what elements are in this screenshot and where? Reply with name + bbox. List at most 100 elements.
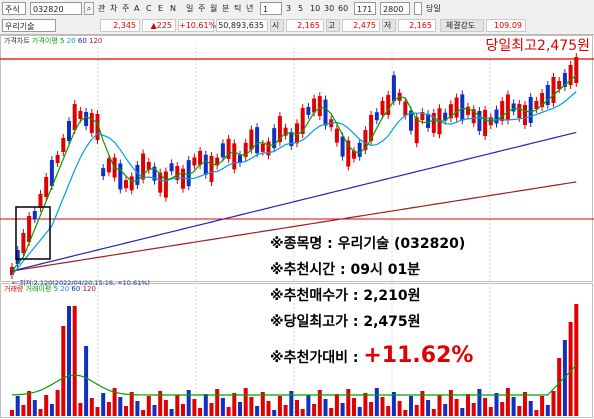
count-input[interactable]: 171 [354,2,376,15]
interval-option-5[interactable]: 5 [298,4,304,13]
interval-option-30[interactable]: 30 [324,4,335,13]
chart-toolbar: 주식 032820 ⌕ 관 차 주 A C E N 일 주 월 분 틱 년 1 … [0,0,594,35]
info-stock-name: ※종목명 : 우리기술 (032820) [270,236,466,252]
candle-body [169,163,174,172]
volume-bar [255,406,260,416]
volume-bar [141,410,146,416]
tab-month[interactable]: 월 [210,4,218,13]
today-checkbox[interactable] [414,2,422,15]
tab-minute[interactable]: 분 [222,4,230,13]
entry-highlight-box [15,206,51,260]
chart-area[interactable]: 가격차트 가격이평 5 20 60 120 당일최고2,475원 거래량 거래이… [0,35,594,419]
candle-body [574,57,579,83]
candle-body [545,85,550,105]
price-ma-60: 60 [77,37,87,45]
candle-body [192,157,197,166]
candle-body [163,171,168,198]
volume-bar [414,405,419,416]
volume-bar [106,402,111,416]
candle-body [352,150,356,159]
candle-body [505,94,510,121]
volume-bar [203,394,208,416]
interval-option-60[interactable]: 60 [338,4,349,13]
volume-bar [135,401,140,416]
volume-bar [477,389,482,416]
candle-body [466,106,470,115]
ma60-line [11,131,577,272]
interval-option-10[interactable]: 10 [310,4,321,13]
tab-day[interactable]: 일 [186,4,194,13]
candle-body [277,116,282,143]
toolbar-label-1[interactable]: 관 [98,4,106,13]
toolbar-label-2[interactable]: 차 [110,4,118,13]
interval-option-3[interactable]: 3 [286,4,292,13]
volume-bar [551,391,556,416]
volume-ma-120: 120 [82,285,96,293]
count2-value: 2800 [383,5,404,14]
volume-value: 50,893,635 [216,19,268,32]
candle-body [181,168,185,189]
candle-body [272,128,277,149]
candle-body [106,158,111,173]
volume-bar [534,410,539,416]
volume-bar [238,402,242,416]
volume-bar [112,388,117,416]
candle-body [135,164,140,185]
volume-ma-20: 20 [60,285,70,293]
toolbar-label-7[interactable]: N [170,4,176,13]
candle-body [340,136,345,157]
market-select[interactable]: 주식 [2,2,26,15]
candle-body [300,108,305,135]
volume-bar [175,395,180,416]
info-day-high: ※당일최고가 : 2,475원 [270,314,421,330]
candle-body [380,100,385,115]
volume-bar [169,409,174,416]
tab-tick[interactable]: 틱 [234,4,242,13]
toolbar-label-3[interactable]: 주 [122,4,130,13]
search-button[interactable]: ⌕ [84,2,94,15]
low-price: 2,165 [398,19,436,32]
price-ma-label: 가격이평 [32,37,58,45]
ma120-line [11,181,577,272]
interval-select[interactable]: 1 [260,2,282,15]
high-label: 고 [326,19,340,32]
volume-bar [574,304,579,416]
volume-bar [357,407,362,416]
volume-bar [409,396,413,416]
volume-bar [124,406,128,416]
candle-body [152,166,157,181]
tab-week[interactable]: 주 [198,4,206,13]
toolbar-label-4[interactable]: A [134,4,140,13]
candle-body [409,110,413,131]
volume-bar [95,407,100,416]
volume-bar [374,388,379,416]
candle-body [448,104,453,119]
volume-bar [55,390,60,416]
candle-body [369,114,374,141]
count2-input[interactable]: 2800 [380,2,410,15]
candle-body [511,103,516,112]
candle-body [477,111,482,132]
volume-bar [568,322,573,416]
price-change: ▲225 [142,19,176,32]
candle-body [551,77,556,103]
candle-body [414,117,419,144]
candle-body [420,112,425,121]
tab-year[interactable]: 년 [246,4,254,13]
volume-bar [249,397,254,416]
toolbar-label-5[interactable]: C [146,4,152,13]
toolbar-label-6[interactable]: E [158,4,164,13]
stock-code-input[interactable]: 032820 [30,2,82,15]
volume-bar [181,404,185,416]
candle-body [317,96,322,117]
candle-body [238,154,242,163]
candle-body [118,163,123,190]
volume-bar [61,326,66,416]
volume-bar [443,404,448,416]
volume-panel-border [0,283,593,418]
volume-bar [260,392,265,416]
volume-bar [283,405,288,416]
volume-bar [72,306,77,416]
today-label: 당일 [426,4,441,13]
volume-bar [500,402,505,416]
